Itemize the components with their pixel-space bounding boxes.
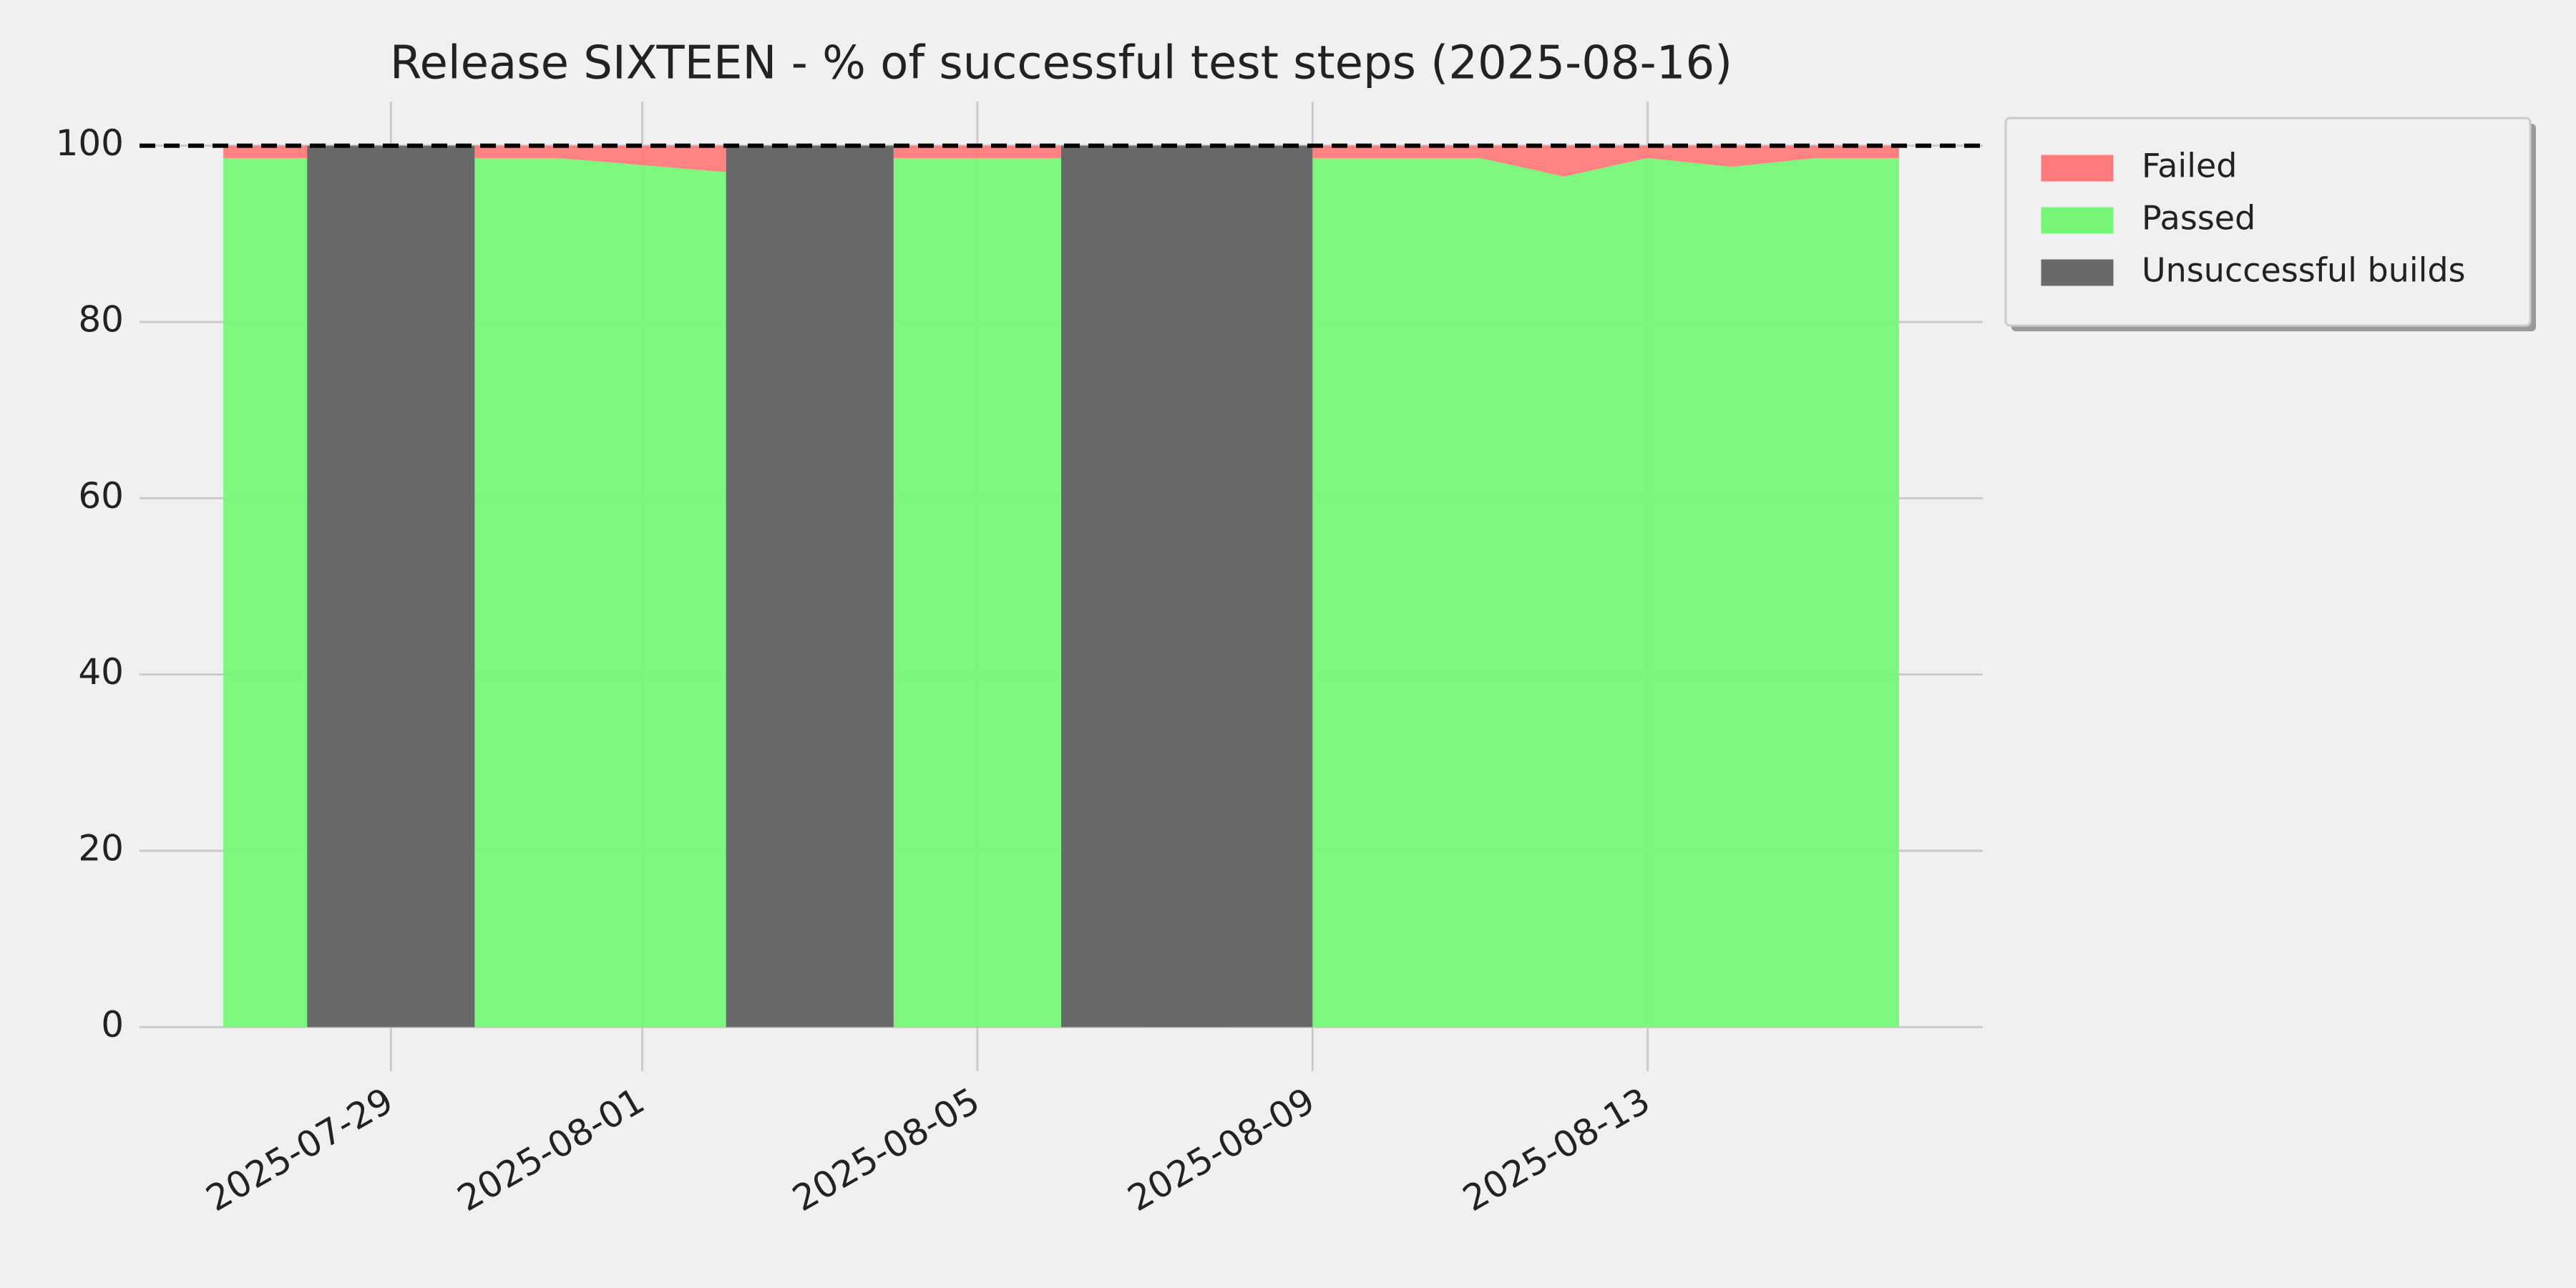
legend-swatch [2041,207,2114,234]
legend-swatch [2041,155,2114,182]
y-tick-label: 0 [101,1004,124,1045]
legend-label: Unsuccessful builds [2142,251,2466,290]
legend-label: Passed [2142,199,2255,238]
y-tick-label: 40 [78,651,124,693]
failed-area [223,145,308,158]
failed-area [474,145,726,172]
chart-title: Release SIXTEEN - % of successful test s… [390,37,1732,90]
legend-box [2004,117,2532,327]
y-tick-label: 100 [56,122,124,164]
y-tick-label: 80 [78,298,124,340]
y-tick-label: 60 [78,475,124,517]
unsuccessful-build [307,145,475,1028]
passed-area [223,157,308,1028]
passed-area [1312,157,1899,1028]
legend-label: Failed [2142,147,2238,185]
failed-area [893,145,1061,158]
failed-area [1312,145,1899,177]
passed-area [893,157,1061,1028]
y-tick-label: 20 [78,828,124,869]
unsuccessful-build [726,145,894,1028]
unsuccessful-build [1145,145,1313,1028]
legend-swatch [2041,259,2114,286]
passed-area [474,157,726,1028]
